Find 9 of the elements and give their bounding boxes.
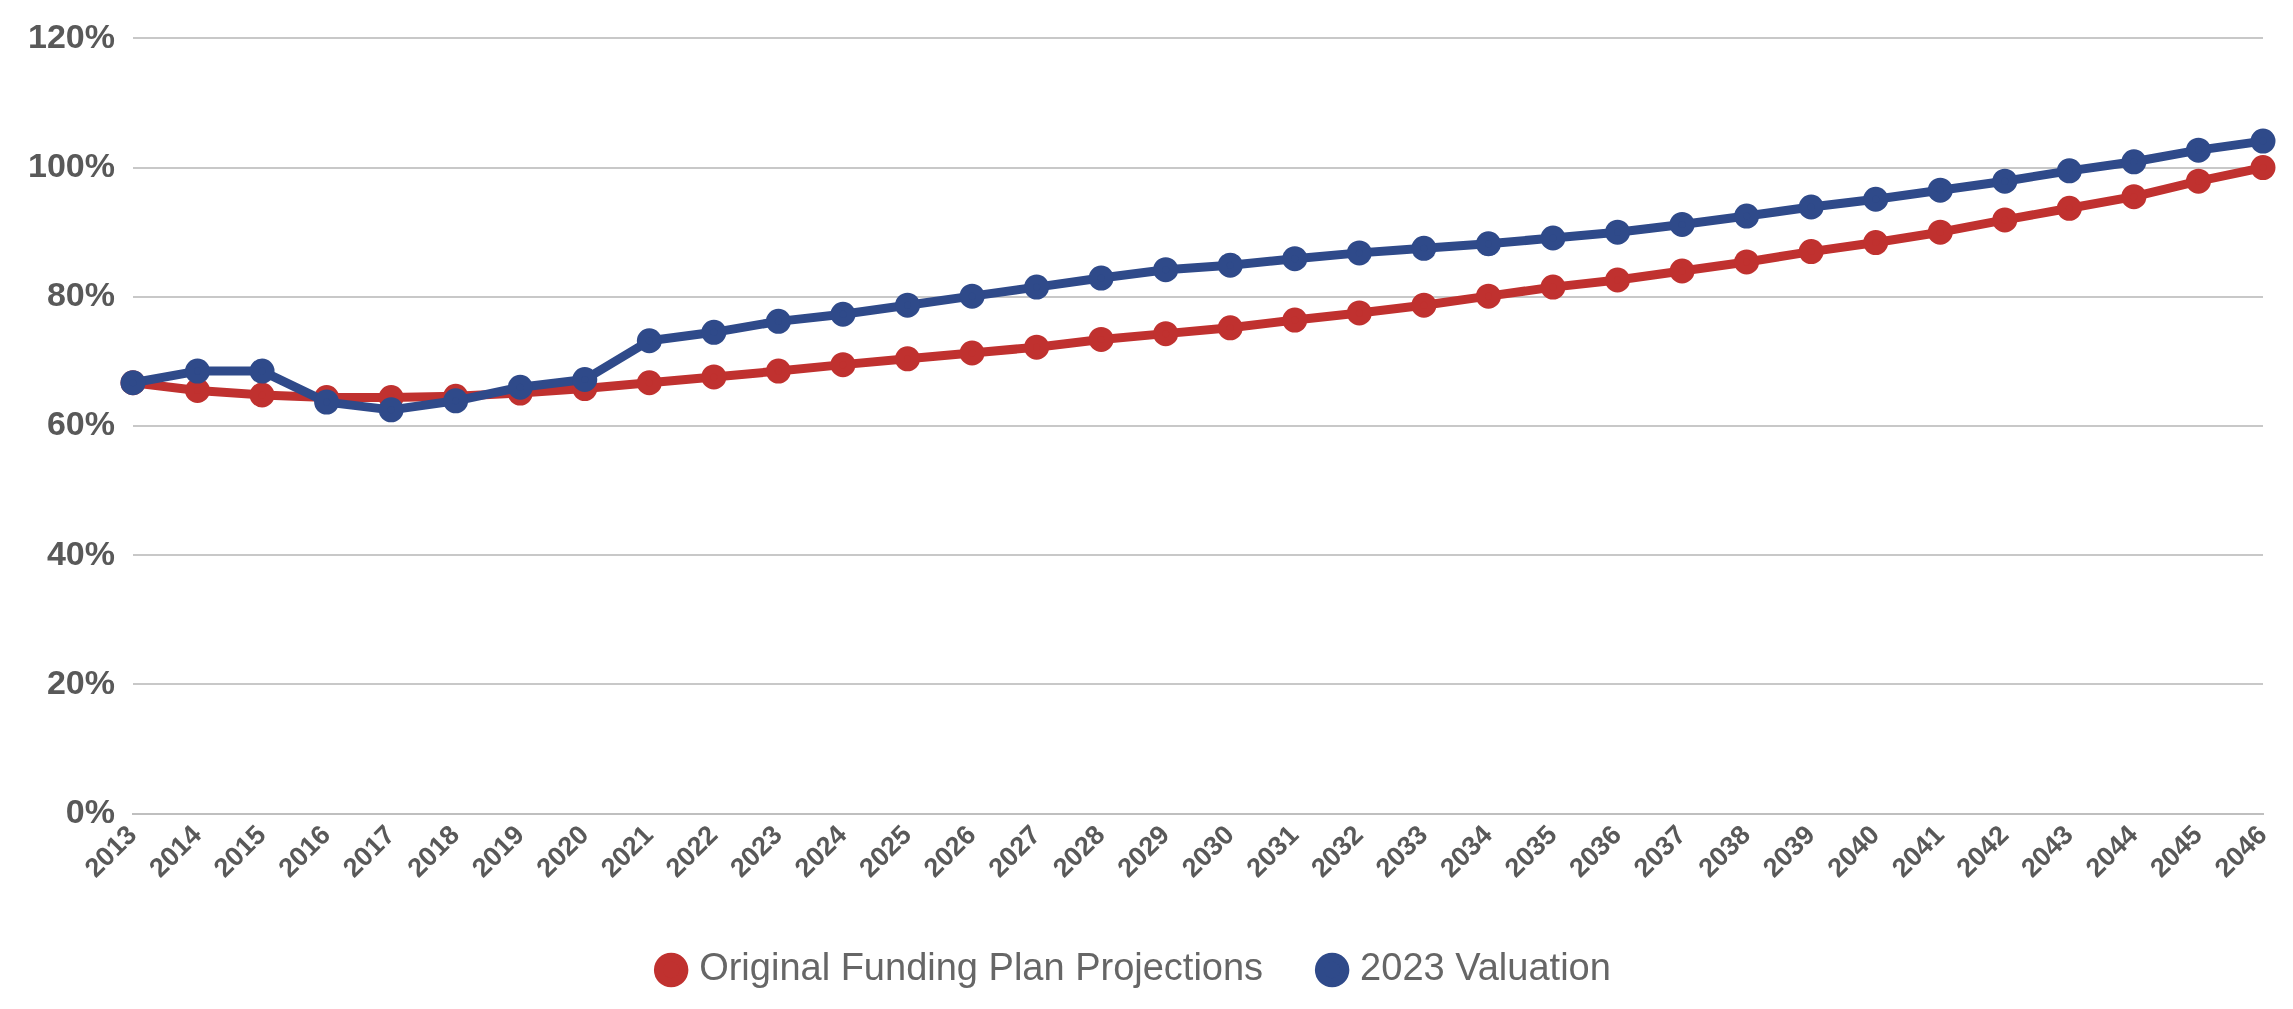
y-tick-label: 20% bbox=[46, 662, 115, 701]
legend-label: 2023 Valuation bbox=[1360, 946, 1611, 989]
y-tick-label: 100% bbox=[27, 145, 115, 184]
legend-label: Original Funding Plan Projections bbox=[699, 946, 1264, 989]
y-tick-label: 60% bbox=[46, 404, 115, 443]
y-tick-label: 40% bbox=[46, 533, 115, 572]
y-tick-label: 120% bbox=[27, 16, 115, 55]
y-tick-label: 80% bbox=[46, 275, 115, 314]
y-tick-label: 0% bbox=[65, 791, 115, 830]
